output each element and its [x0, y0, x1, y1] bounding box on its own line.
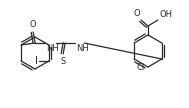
Text: O: O — [133, 9, 140, 18]
Text: NH: NH — [76, 44, 89, 53]
Text: I: I — [35, 56, 38, 66]
Text: OH: OH — [159, 10, 172, 19]
Text: Cl: Cl — [136, 63, 144, 72]
Text: NH: NH — [46, 44, 59, 53]
Text: O: O — [30, 20, 36, 29]
Text: S: S — [60, 57, 66, 66]
